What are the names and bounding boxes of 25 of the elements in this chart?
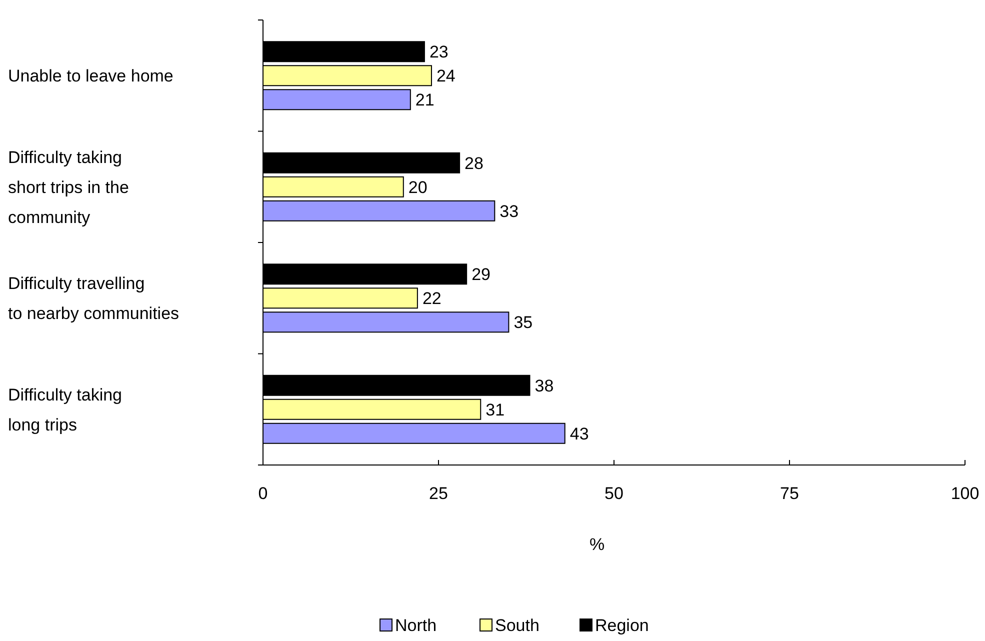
data-label: 23 xyxy=(429,42,448,62)
data-label: 21 xyxy=(415,90,434,110)
x-tick-label: 50 xyxy=(604,484,624,503)
data-label: 31 xyxy=(486,400,505,420)
data-label: 22 xyxy=(422,289,442,308)
data-label: 24 xyxy=(436,66,456,86)
data-label: 20 xyxy=(408,178,428,197)
y-tick-label: Unable to leave home xyxy=(8,66,174,86)
legend-label: South xyxy=(495,616,540,635)
data-label: 29 xyxy=(472,265,490,284)
x-tick-label: 100 xyxy=(950,484,980,503)
data-label: 28 xyxy=(464,154,484,173)
data-label: 33 xyxy=(500,202,519,221)
y-tick-label: Difficulty taking short trips in the community xyxy=(8,148,129,227)
legend-label: North xyxy=(395,616,437,635)
y-tick-label: Difficulty taking long trips xyxy=(8,385,122,434)
x-tick-label: 75 xyxy=(780,484,799,503)
x-tick-label: 25 xyxy=(429,484,448,503)
x-axis-title: % xyxy=(589,535,605,554)
data-label: 38 xyxy=(534,376,554,396)
data-label: 43 xyxy=(570,424,589,444)
legend-label: Region xyxy=(595,616,649,635)
x-tick-label: 0 xyxy=(258,484,268,503)
data-label: 35 xyxy=(514,313,533,332)
y-tick-label: Difficulty travelling to nearby communities xyxy=(8,274,180,324)
